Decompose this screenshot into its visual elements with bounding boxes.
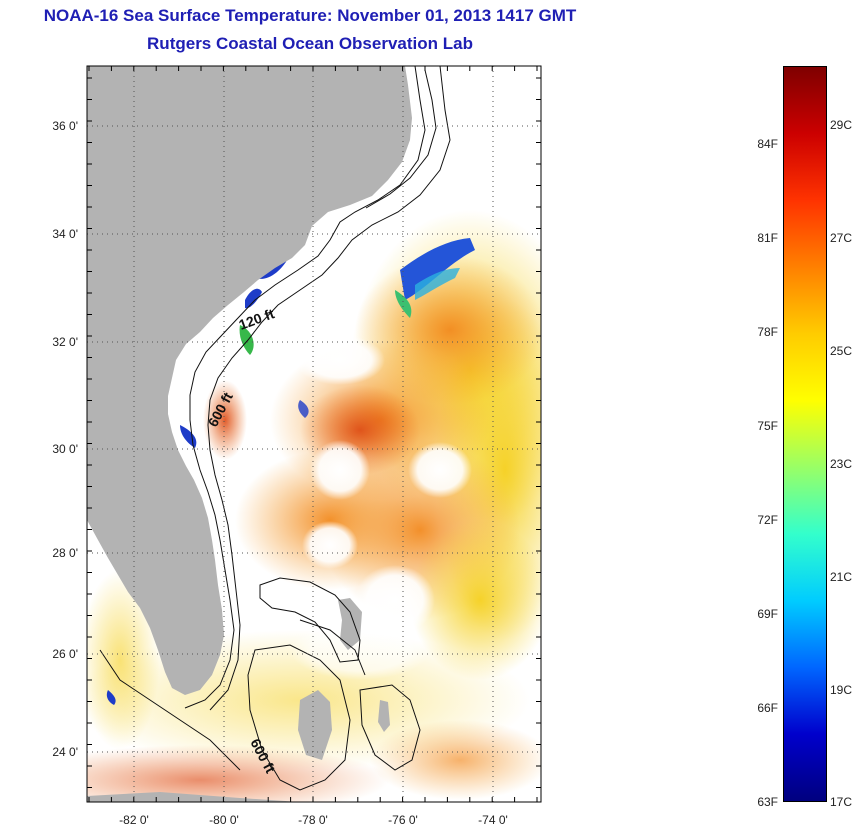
colorbar-f-label: 78F [757,325,778,339]
bahamas-eleuthera-island [378,700,390,732]
lon-tick-label: -82 0' [119,813,149,827]
land [87,66,412,802]
colorbar-c-label: 25C [830,344,853,358]
colorbar-f-label: 84F [757,137,778,151]
colorbar-c-label: 27C [830,231,853,245]
axis-ticks [87,66,541,802]
lon-tick-label: -80 0' [209,813,239,827]
plot-frame [86,65,542,803]
lat-tick-label: 30 0' [52,442,78,456]
lat-tick-label: 26 0' [52,647,78,661]
lat-tick-label: 24 0' [52,745,78,759]
bahamas-andros-island [298,690,332,760]
temperature-colorbar [783,66,827,802]
lat-lon-grid [87,66,541,802]
colorbar-f-label: 75F [757,419,778,433]
colorbar-min-c-label: 17C [830,795,853,809]
colorbar-f-label: 69F [757,607,778,621]
colorbar-c-label: 29C [830,118,853,132]
lon-tick-label: -74 0' [478,813,508,827]
bathymetry-contours [99,66,451,791]
lat-tick-label: 32 0' [52,335,78,349]
longitude-axis: -82 0' -80 0' -78 0' -76 0' -74 0' [119,813,508,827]
lon-tick-label: -76 0' [388,813,418,827]
map-subtitle: Rutgers Coastal Ocean Observation Lab [147,34,473,53]
colorbar-c-label: 23C [830,457,853,471]
colorbar-f-label: 66F [757,701,778,715]
map-title: NOAA-16 Sea Surface Temperature: Novembe… [43,6,577,25]
colorbar-f-label: 81F [757,231,778,245]
lon-tick-label: -78 0' [298,813,328,827]
us-east-coast-landmass [87,66,412,695]
colorbar-min-f-label: 63F [757,795,778,809]
lat-tick-label: 34 0' [52,227,78,241]
lat-tick-label: 36 0' [52,119,78,133]
bahamas-abaco-island [338,598,362,650]
colorbar-c-label: 21C [830,570,853,584]
latitude-axis: 36 0' 34 0' 32 0' 30 0' 28 0' 26 0' 24 0… [52,119,78,759]
colorbar-c-label: 19C [830,683,853,697]
colorbar-f-label: 72F [757,513,778,527]
lat-tick-label: 28 0' [52,546,78,560]
cuba-coast [87,792,300,802]
